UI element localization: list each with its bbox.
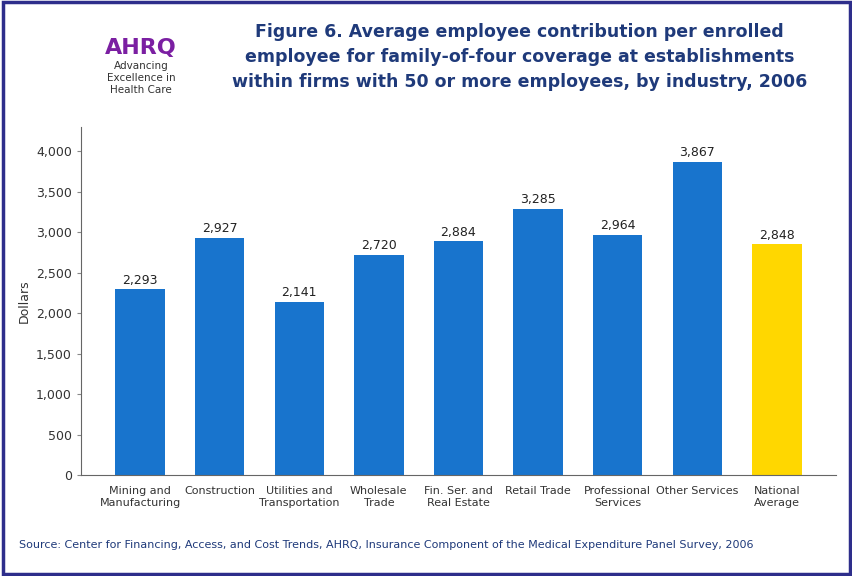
Bar (751, 244, 801, 475)
Y-axis label: Dollars: Dollars (18, 279, 31, 323)
Text: AHRQ: AHRQ (105, 37, 177, 58)
Text: 3,867: 3,867 (679, 146, 714, 159)
Text: 2,141: 2,141 (281, 286, 317, 299)
Text: 2,720: 2,720 (360, 239, 396, 252)
Text: Source: Center for Financing, Access, and Cost Trends, AHRQ, Insurance Component: Source: Center for Financing, Access, an… (19, 540, 752, 550)
Text: 2,848: 2,848 (758, 229, 794, 241)
Bar (672, 162, 721, 475)
Text: 3,285: 3,285 (520, 193, 556, 206)
Circle shape (17, 19, 84, 99)
Bar (274, 302, 324, 475)
Text: ✦: ✦ (38, 44, 63, 74)
Text: 2,884: 2,884 (440, 226, 475, 238)
Bar (592, 235, 642, 475)
Bar (195, 238, 244, 475)
Text: Figure 6. Average employee contribution per enrolled
employee for family-of-four: Figure 6. Average employee contribution … (232, 23, 806, 91)
Text: 2,293: 2,293 (122, 274, 158, 286)
Text: 2,964: 2,964 (599, 219, 635, 232)
Bar (434, 241, 482, 475)
Text: Advancing
Excellence in
Health Care: Advancing Excellence in Health Care (106, 62, 176, 94)
Bar (513, 209, 562, 475)
Bar (115, 289, 164, 475)
Text: 2,927: 2,927 (202, 222, 237, 235)
Bar (354, 255, 403, 475)
